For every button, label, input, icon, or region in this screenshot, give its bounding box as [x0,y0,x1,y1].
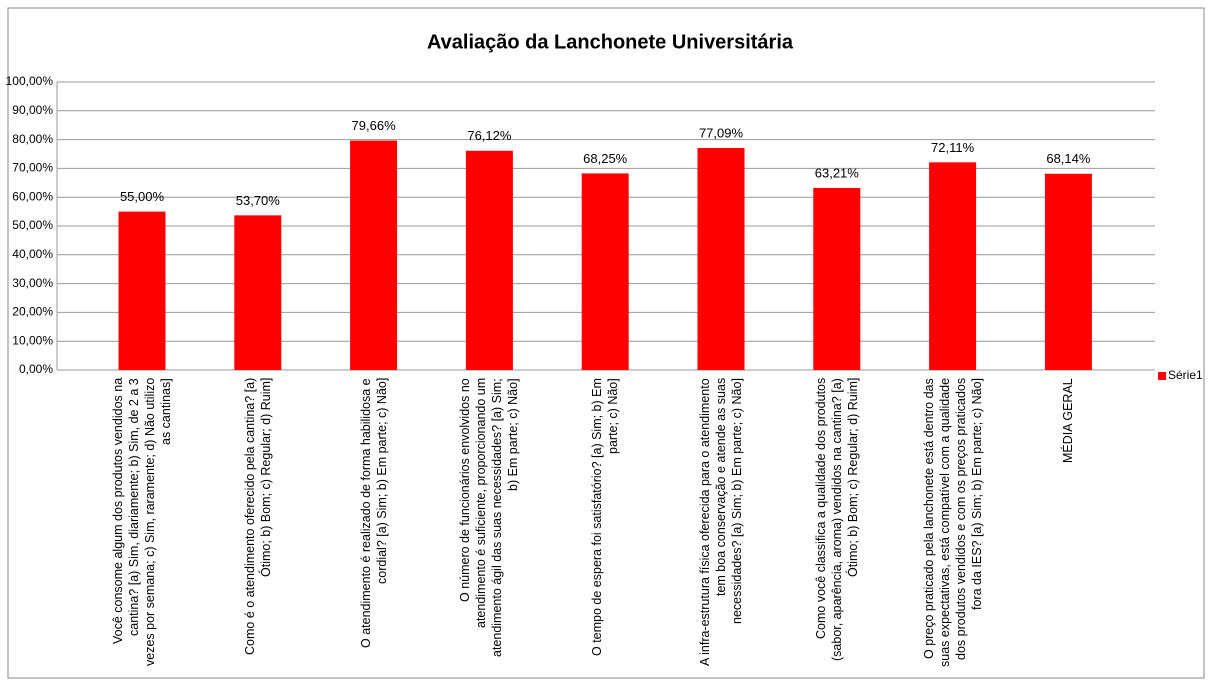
legend-label: Série1 [1168,368,1203,382]
bar [581,173,629,370]
data-label: 53,70% [236,193,281,208]
y-tick-label: 90,00% [12,103,53,117]
y-tick-label: 0,00% [19,362,53,376]
x-tick-label: O tempo de espera foi satisfatório? [a) … [590,378,621,656]
y-tick-label: 30,00% [12,276,53,290]
bar [465,150,513,370]
bar [234,215,282,370]
data-label: 55,00% [120,189,165,204]
x-tick-label: O preço praticado pela lanchonete está d… [921,378,984,668]
x-tick-label: A infra-estrutura física oferecida para … [698,378,744,666]
y-tick-label: 70,00% [12,161,53,175]
bar [118,211,166,370]
x-tick-label: MÉDIA GERAL [1061,378,1076,463]
y-tick-label: 50,00% [12,218,53,232]
data-label: 72,11% [931,140,975,155]
bar [813,187,861,370]
y-tick-label: 40,00% [12,247,53,261]
chart-title: Avaliação da Lanchonete Universitária [427,31,794,53]
y-tick-label: 20,00% [12,305,53,319]
data-label: 63,21% [815,165,860,180]
y-tick-label: 100,00% [6,74,54,88]
y-tick-label: 60,00% [12,189,53,203]
data-label: 79,66% [352,118,397,133]
data-label: 68,14% [1046,151,1091,166]
data-label: 76,12% [467,128,512,143]
data-label: 68,25% [583,151,628,166]
bar [929,162,977,370]
x-tick-label: Como você classifica a qualidade dos pro… [813,378,860,661]
x-tick-label: Como é o atendimento oferecido pela cant… [242,378,273,656]
bar [1044,173,1092,370]
data-label: 77,09% [699,125,744,140]
y-tick-label: 80,00% [12,132,53,146]
bar [697,147,745,370]
x-tick-label: O atendimento é realizado de forma habil… [358,378,389,648]
y-tick-label: 10,00% [12,333,53,347]
legend-swatch [1158,372,1166,380]
bar [350,140,398,370]
x-tick-label: Você consome algum dos produtos vendidos… [111,378,173,667]
x-tick-label: O número de funcionários envolvidos no a… [458,378,521,657]
